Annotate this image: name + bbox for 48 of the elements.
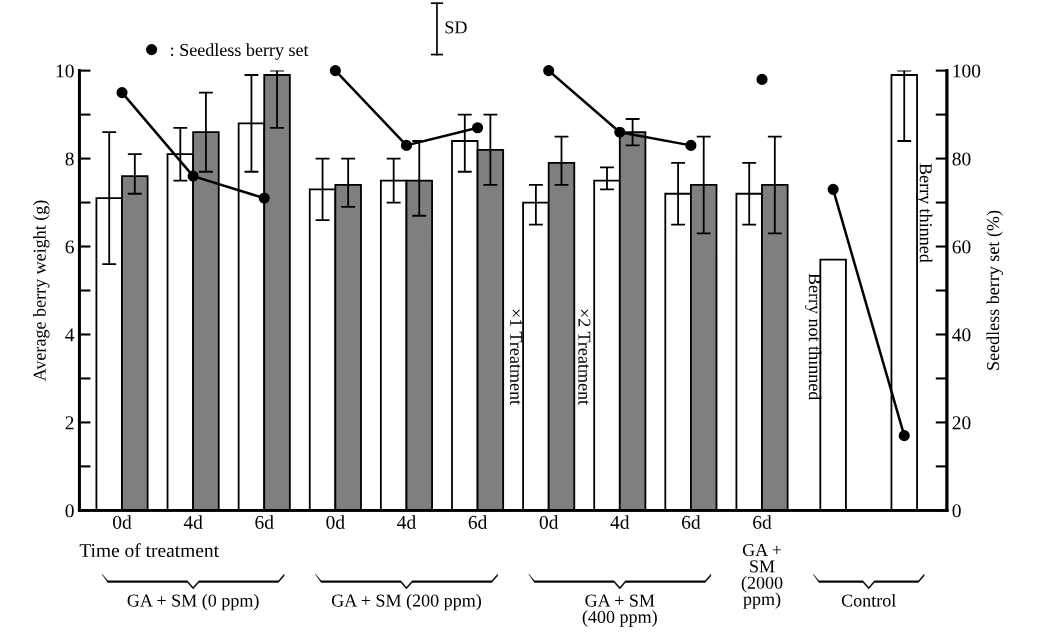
x-tick-label: 4d: [183, 515, 203, 529]
y-tick-label: 0: [65, 504, 74, 518]
point: [472, 122, 484, 134]
x-tick-label: 6d: [468, 515, 488, 529]
x-tick-label: 0d: [326, 515, 345, 529]
text: GA + SM (200 ppm): [331, 593, 481, 611]
text: GA + SM (400 ppm): [582, 594, 657, 627]
y2-tick-label: 60: [952, 240, 971, 254]
annotation: Berry not thinned: [805, 273, 822, 401]
text: GA + SM (0 ppm): [127, 593, 259, 611]
point: [400, 139, 413, 151]
y-tick-label: 6: [65, 240, 74, 254]
legend-label: : Seedless berry set: [171, 43, 309, 60]
text: Control: [841, 593, 896, 607]
point: [898, 430, 910, 442]
text: GA + SM (2000 ppm): [741, 543, 783, 609]
x-tick-label: 6d: [255, 515, 274, 529]
text: ×2 Treatment: [578, 309, 591, 405]
point: [116, 87, 128, 99]
y-axis-title: Average berry weight (g): [33, 200, 50, 382]
point: [258, 192, 270, 204]
y2-tick-label: 40: [952, 328, 971, 342]
point: [329, 65, 341, 77]
point: [685, 139, 697, 151]
y-tick-label: 4: [65, 328, 75, 342]
y2-tick-label: 100: [953, 64, 981, 78]
point: [827, 183, 839, 195]
point: [614, 126, 626, 138]
y-tick-label: 10: [56, 64, 74, 78]
y2-tick-label: 80: [952, 152, 971, 166]
x-tick-label: 6d: [682, 515, 701, 529]
y-tick-label: 2: [65, 416, 74, 430]
x-tick-label: 6d: [753, 515, 772, 529]
y2-axis-title: Seedless berry set (%): [986, 210, 1003, 370]
x-axis-title: Time of treatment: [79, 543, 219, 558]
text: SD: [445, 21, 467, 34]
x-tick-label: 0d: [113, 515, 132, 529]
x-tick-label: 4d: [397, 515, 416, 529]
point: [543, 65, 555, 77]
x-tick-label: 0d: [539, 515, 559, 529]
y2-tick-label: 0: [952, 504, 961, 518]
y-tick-label: 8: [65, 152, 74, 166]
y2-tick-label: 20: [952, 416, 971, 430]
text: ×1 Treatment: [510, 309, 523, 405]
point: [756, 73, 768, 85]
x-tick-label: 4d: [610, 515, 630, 529]
point: [187, 170, 199, 182]
annotation: Berry thinned: [915, 163, 933, 263]
